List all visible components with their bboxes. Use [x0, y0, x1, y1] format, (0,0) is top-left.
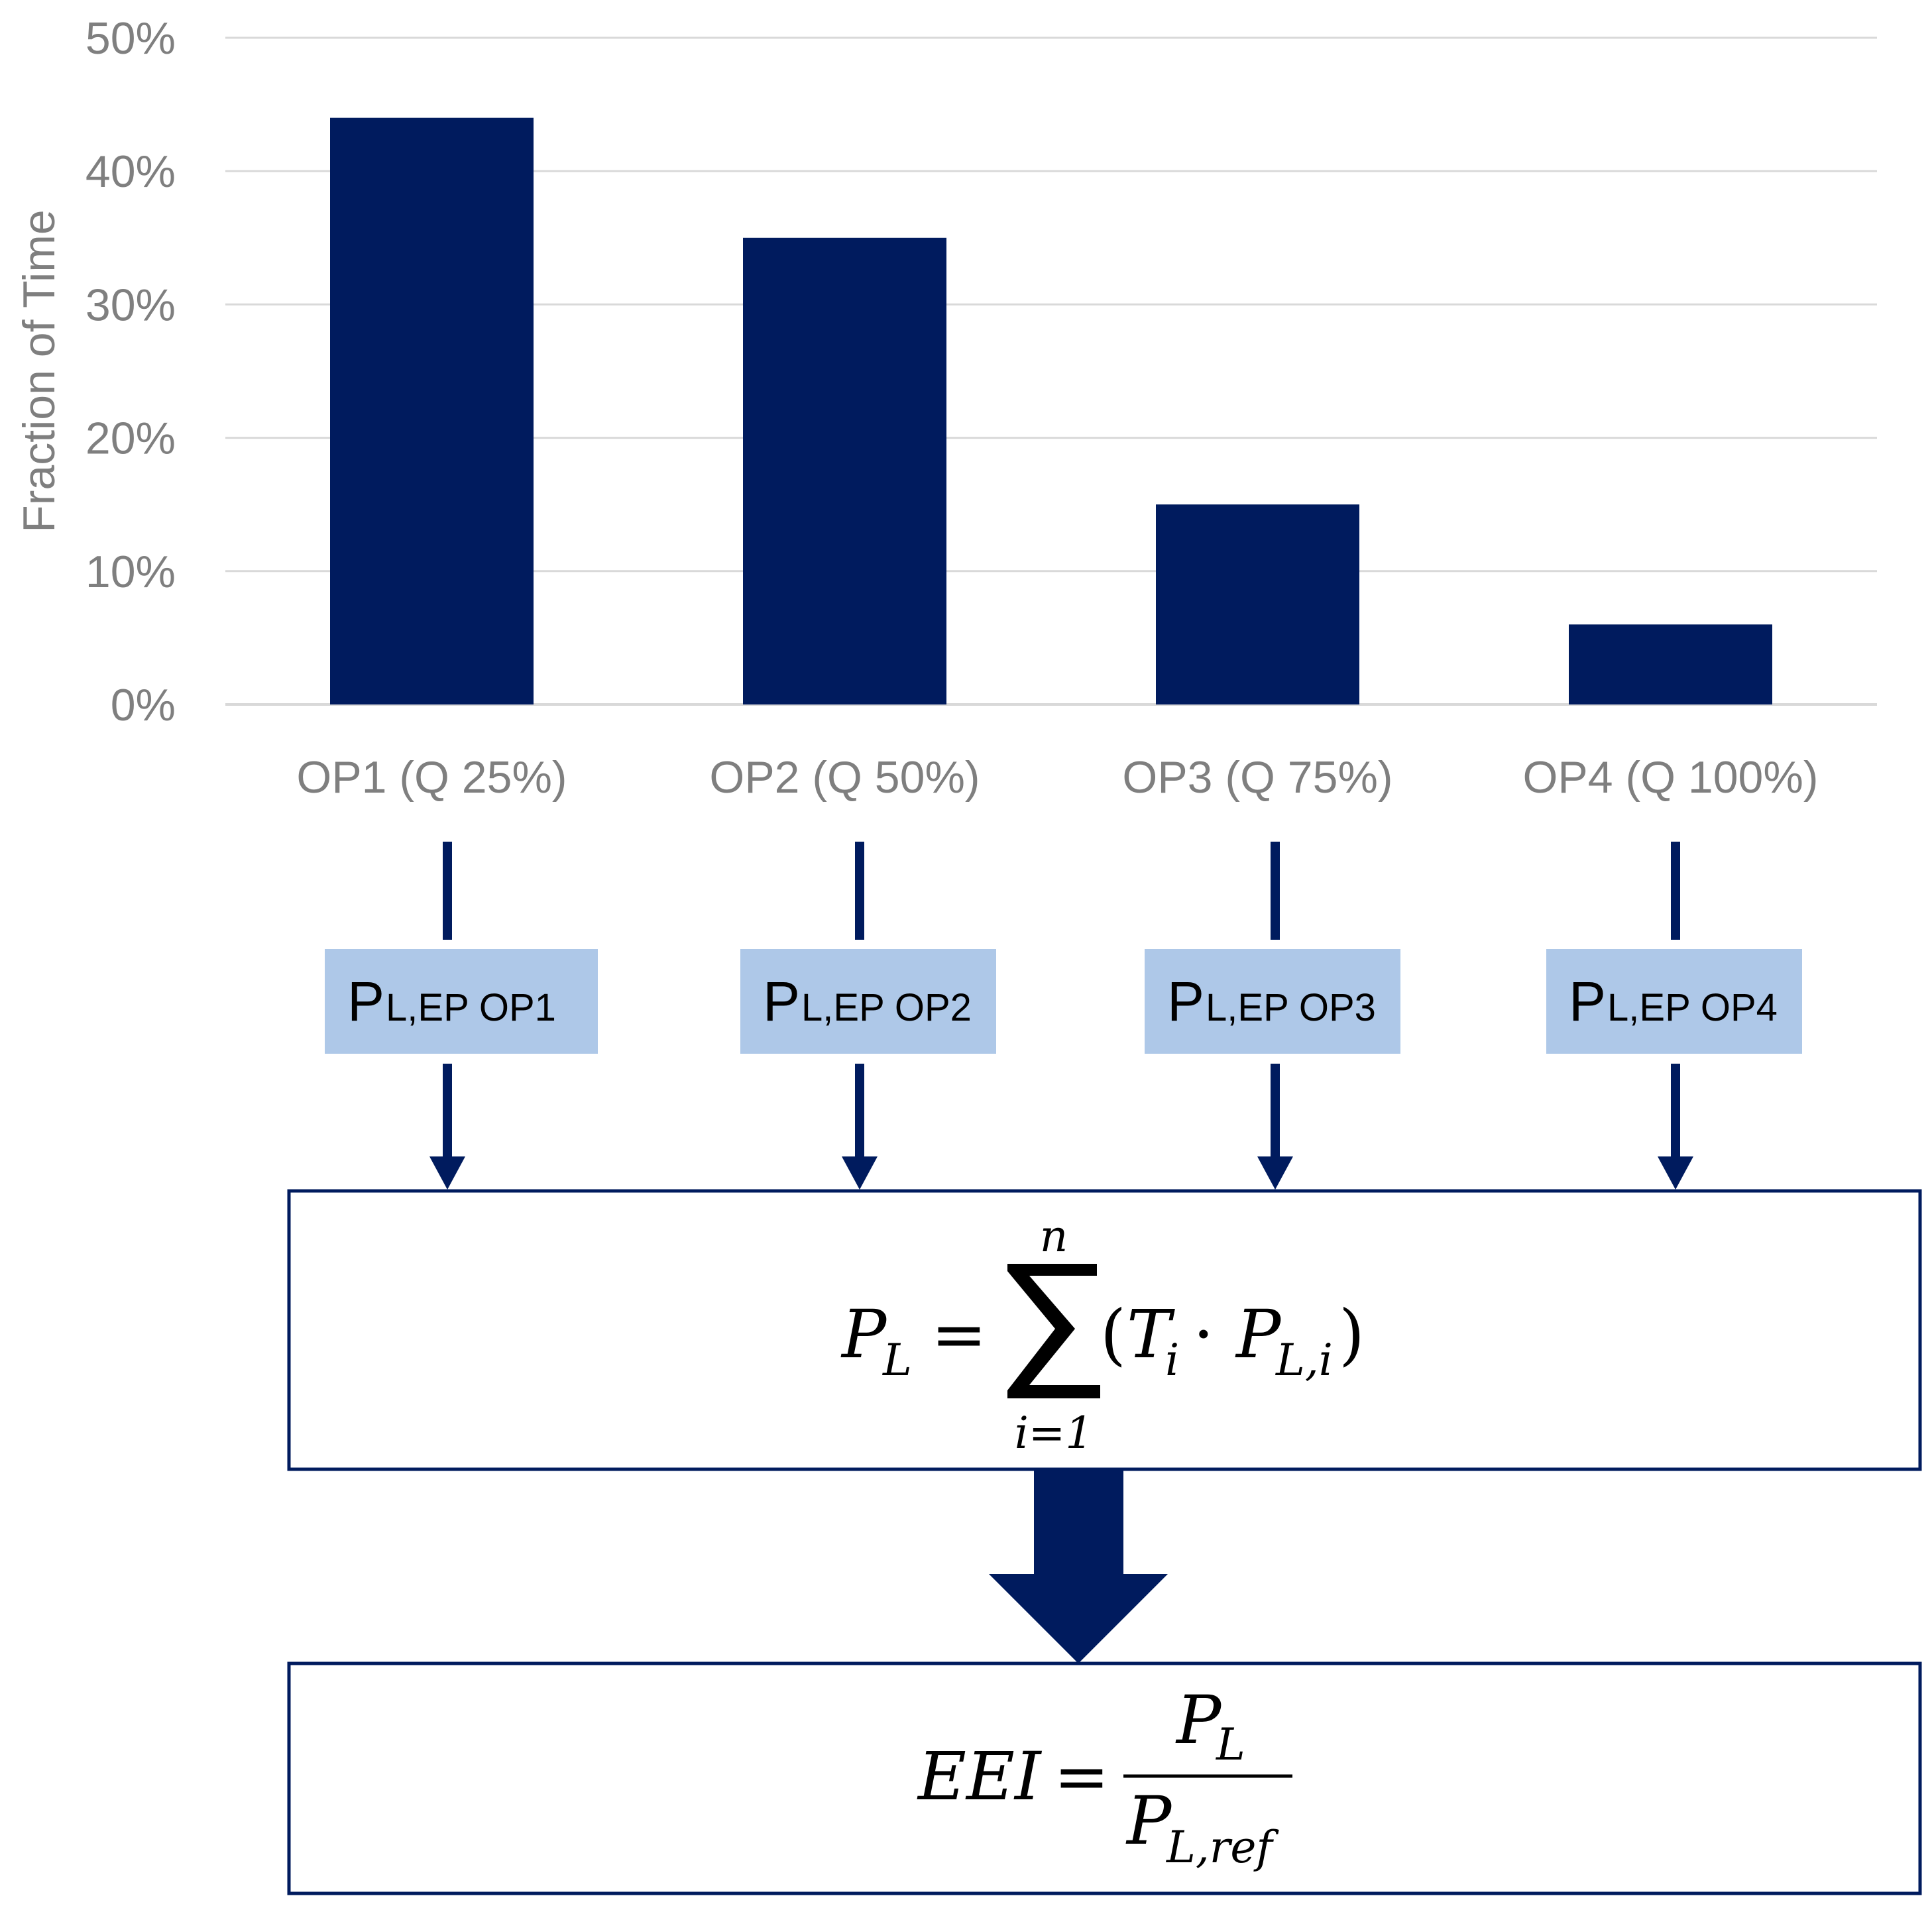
bar-4	[1569, 624, 1772, 704]
y-tick-label: 0%	[111, 680, 176, 730]
power-box-op2: PL,EP OP2	[740, 949, 996, 1054]
bars	[330, 117, 1772, 705]
sum-t-sub: i	[1165, 1335, 1179, 1386]
eei-numerator: P	[1175, 1681, 1222, 1759]
y-tick-label: 30%	[85, 280, 176, 330]
power-box-op2-sub: L,EP OP2	[801, 986, 972, 1029]
svg-text:PL,EP OP1: PL,EP OP1	[347, 970, 556, 1033]
sum-upper-limit: n	[1040, 1211, 1068, 1262]
bar-1	[330, 117, 534, 705]
sum-open-paren: (	[1100, 1296, 1126, 1373]
eei-formula: EEI = P L P L,ref	[917, 1681, 1292, 1873]
sum-equals: =	[931, 1296, 987, 1373]
power-box-op2-main: P	[763, 970, 800, 1033]
eei-lhs: EEI	[917, 1738, 1043, 1815]
bar-3	[1156, 504, 1359, 704]
category-label-3: OP3 (Q 75%)	[1122, 752, 1392, 803]
y-tick-label: 50%	[85, 13, 176, 64]
arrowhead-2	[842, 1156, 878, 1190]
flow-arrows	[429, 842, 1693, 1190]
eei-denominator-sub: L,ref	[1166, 1822, 1279, 1873]
svg-text:PL,EP OP4: PL,EP OP4	[1569, 970, 1778, 1033]
sum-lower-limit: i=1	[1015, 1408, 1093, 1459]
eei-equals: =	[1054, 1738, 1109, 1815]
y-tick-label: 10%	[85, 547, 176, 597]
power-box-op1-sub: L,EP OP1	[386, 986, 556, 1029]
sum-close-paren: )	[1339, 1296, 1365, 1373]
svg-text:PL,EP OP2: PL,EP OP2	[763, 970, 972, 1033]
eei-denominator: P	[1125, 1782, 1172, 1860]
power-box-op3-main: P	[1167, 970, 1204, 1033]
x-category-labels: OP1 (Q 25%) OP2 (Q 50%) OP3 (Q 75%) OP4 (Q …	[296, 752, 1818, 803]
power-box-op4-main: P	[1569, 970, 1606, 1033]
summation-sign	[1007, 1264, 1100, 1398]
power-box-op1: PL,EP OP1	[325, 949, 598, 1054]
sum-dot: ·	[1193, 1296, 1214, 1373]
arrowhead-1	[429, 1156, 465, 1190]
y-tick-label: 40%	[85, 146, 176, 197]
power-box-op1-main: P	[347, 970, 384, 1033]
sum-t: T	[1127, 1296, 1175, 1373]
y-axis-title: Fraction of Time	[14, 209, 64, 533]
category-label-4: OP4 (Q 100%)	[1523, 752, 1819, 803]
power-box-op4-sub: L,EP OP4	[1607, 986, 1778, 1029]
eei-formula-box: EEI = P L P L,ref	[287, 1661, 1922, 1895]
sum-p-sub: L,i	[1275, 1335, 1333, 1386]
category-label-1: OP1 (Q 25%)	[296, 752, 567, 803]
power-box-op3: PL,EP OP3	[1145, 949, 1400, 1054]
sum-lhs: P	[840, 1296, 887, 1373]
y-tick-labels: 0% 10% 20% 30% 40% 50%	[85, 13, 176, 730]
sum-formula-box: P L = n i=1 ( T i · P L,i )	[287, 1189, 1922, 1471]
y-tick-label: 20%	[85, 414, 176, 464]
power-boxes: PL,EP OP1 PL,EP OP2 PL,EP OP3 PL,EP OP4	[325, 949, 1802, 1054]
eei-numerator-sub: L	[1216, 1719, 1245, 1770]
bar-2	[743, 237, 946, 704]
power-box-op3-sub: L,EP OP3	[1206, 986, 1376, 1029]
sum-formula: P L = n i=1 ( T i · P L,i )	[840, 1211, 1365, 1459]
power-box-op4: PL,EP OP4	[1546, 949, 1802, 1054]
svg-text:PL,EP OP3: PL,EP OP3	[1167, 970, 1376, 1033]
arrowhead-3	[1257, 1156, 1293, 1190]
bar-chart: 0% 10% 20% 30% 40% 50% OP1 (Q 25%) OP2 (Q 50%)…	[14, 13, 1877, 803]
arrowhead-4	[1658, 1156, 1693, 1190]
sum-lhs-sub: L	[882, 1335, 912, 1386]
sum-p: P	[1235, 1296, 1282, 1373]
category-label-2: OP2 (Q 50%)	[709, 752, 980, 803]
big-down-arrow	[989, 1469, 1168, 1663]
